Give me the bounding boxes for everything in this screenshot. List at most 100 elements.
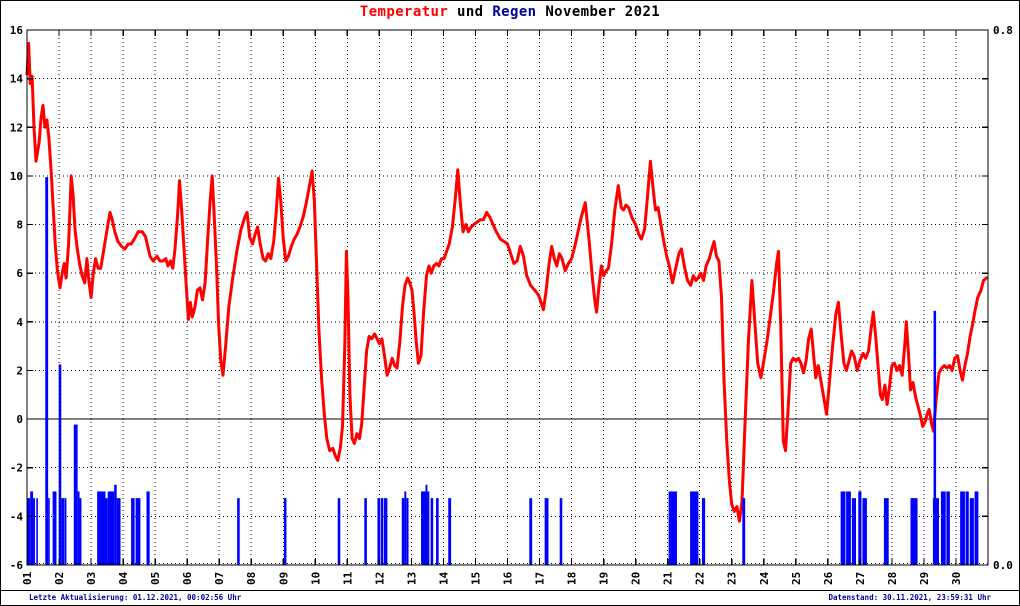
rain-bar [30, 491, 34, 565]
rain-bar [77, 491, 80, 565]
rain-bar [48, 498, 50, 565]
y-right-bottom-label: 0.0 [993, 559, 1013, 572]
x-tick-label: 20 [630, 572, 643, 585]
y-left-tick-label: 12 [10, 121, 23, 134]
x-tick-label: 14 [437, 571, 450, 585]
x-tick-label: 23 [726, 572, 739, 585]
x-tick-label: 22 [694, 572, 707, 585]
rain-bar [131, 498, 135, 565]
x-tick-label: 30 [950, 572, 963, 585]
rain-bar [858, 491, 862, 565]
x-tick-label: 11 [341, 571, 354, 585]
rain-bar [383, 498, 388, 565]
rain-bar [73, 424, 78, 565]
x-tick-label: 02 [53, 572, 66, 585]
chart-title: Temperatur und Regen November 2021 [1, 4, 1019, 20]
rain-bar [33, 498, 36, 565]
x-tick-label: 06 [181, 571, 194, 585]
y-left-tick-label: 4 [16, 316, 23, 329]
rain-bar [933, 310, 937, 565]
x-tick-label: 01 [21, 571, 34, 585]
rain-bar [97, 491, 106, 565]
rain-bar [862, 498, 867, 565]
rain-bar [940, 491, 946, 565]
rain-bar [701, 498, 706, 565]
rain-bar [135, 498, 141, 565]
rain-bar [960, 491, 965, 565]
x-tick-label: 18 [566, 572, 579, 585]
x-tick-label: 13 [405, 572, 418, 585]
x-tick-label: 16 [502, 571, 515, 585]
rain-bar [380, 498, 384, 565]
rain-bar [337, 498, 341, 565]
temperature-line [25, 41, 988, 523]
rain-bar [430, 498, 434, 565]
rain-bar [974, 491, 979, 565]
x-tick-label: 29 [918, 572, 931, 585]
x-tick-label: 05 [149, 572, 162, 585]
rain-bar [969, 498, 974, 565]
rain-bar [116, 498, 121, 565]
rain-bar [910, 498, 918, 565]
rain-bar [965, 491, 969, 565]
rain-bar [448, 498, 452, 565]
rain-bar [406, 498, 409, 565]
rain-bar [45, 177, 49, 565]
rain-bar [840, 491, 846, 565]
y-right-top-label: 0.8 [993, 24, 1013, 37]
x-tick-label: 10 [309, 572, 322, 585]
chart-title-regen: Regen [492, 4, 537, 20]
rain-bar [146, 491, 150, 565]
rain-bar [421, 491, 426, 565]
rain-bar [283, 498, 287, 565]
chart-title-month: November 2021 [536, 4, 661, 20]
rain-bar [58, 364, 62, 565]
rain-bar [114, 484, 117, 565]
y-left-tick-label: 14 [10, 73, 24, 86]
y-left-tick-label: 2 [16, 364, 23, 377]
y-left-tick-label: 0 [16, 413, 23, 426]
y-left-tick-label: -2 [10, 462, 23, 475]
rain-bar [436, 498, 439, 565]
rain-bar [364, 498, 367, 565]
footer-separator [1, 590, 1019, 591]
x-tick-label: 19 [598, 572, 611, 585]
rain-bar [79, 498, 82, 565]
rain-bar [425, 484, 428, 565]
x-tick-label: 27 [854, 572, 867, 585]
rain-bar [237, 498, 240, 565]
y-left-tick-label: -4 [10, 510, 24, 523]
y-left-tick-label: 16 [10, 24, 24, 37]
chart-title-und: und [448, 4, 493, 20]
x-tick-label: 04 [117, 571, 130, 585]
rain-bar [36, 498, 38, 565]
rain-bar [107, 491, 115, 565]
y-left-tick-label: 6 [16, 267, 23, 280]
rain-bar [401, 498, 405, 565]
x-tick-label: 03 [85, 572, 98, 585]
x-tick-label: 12 [373, 572, 386, 585]
rain-bar [544, 498, 549, 565]
rain-bar [883, 498, 889, 565]
x-tick-label: 24 [758, 571, 771, 585]
x-tick-label: 15 [469, 572, 482, 585]
rain-bar [427, 491, 430, 565]
y-left-tick-label: 8 [16, 219, 23, 232]
x-tick-label: 07 [213, 572, 226, 585]
rain-bar [742, 498, 746, 565]
x-tick-label: 21 [662, 571, 675, 585]
x-tick-label: 28 [886, 572, 899, 585]
rain-bar [27, 498, 31, 565]
data-state-text: Datenstand: 30.11.2021, 23:59:31 Uhr [828, 593, 991, 602]
rain-bar [946, 491, 950, 565]
x-tick-label: 17 [534, 572, 547, 585]
chart-title-temperatur: Temperatur [359, 4, 449, 20]
rain-bar [559, 498, 563, 565]
rain-bar [690, 491, 699, 565]
rain-bar [404, 491, 407, 565]
y-left-tick-label: -6 [10, 559, 24, 572]
rain-bar [61, 498, 65, 565]
rain-bar [52, 491, 57, 565]
